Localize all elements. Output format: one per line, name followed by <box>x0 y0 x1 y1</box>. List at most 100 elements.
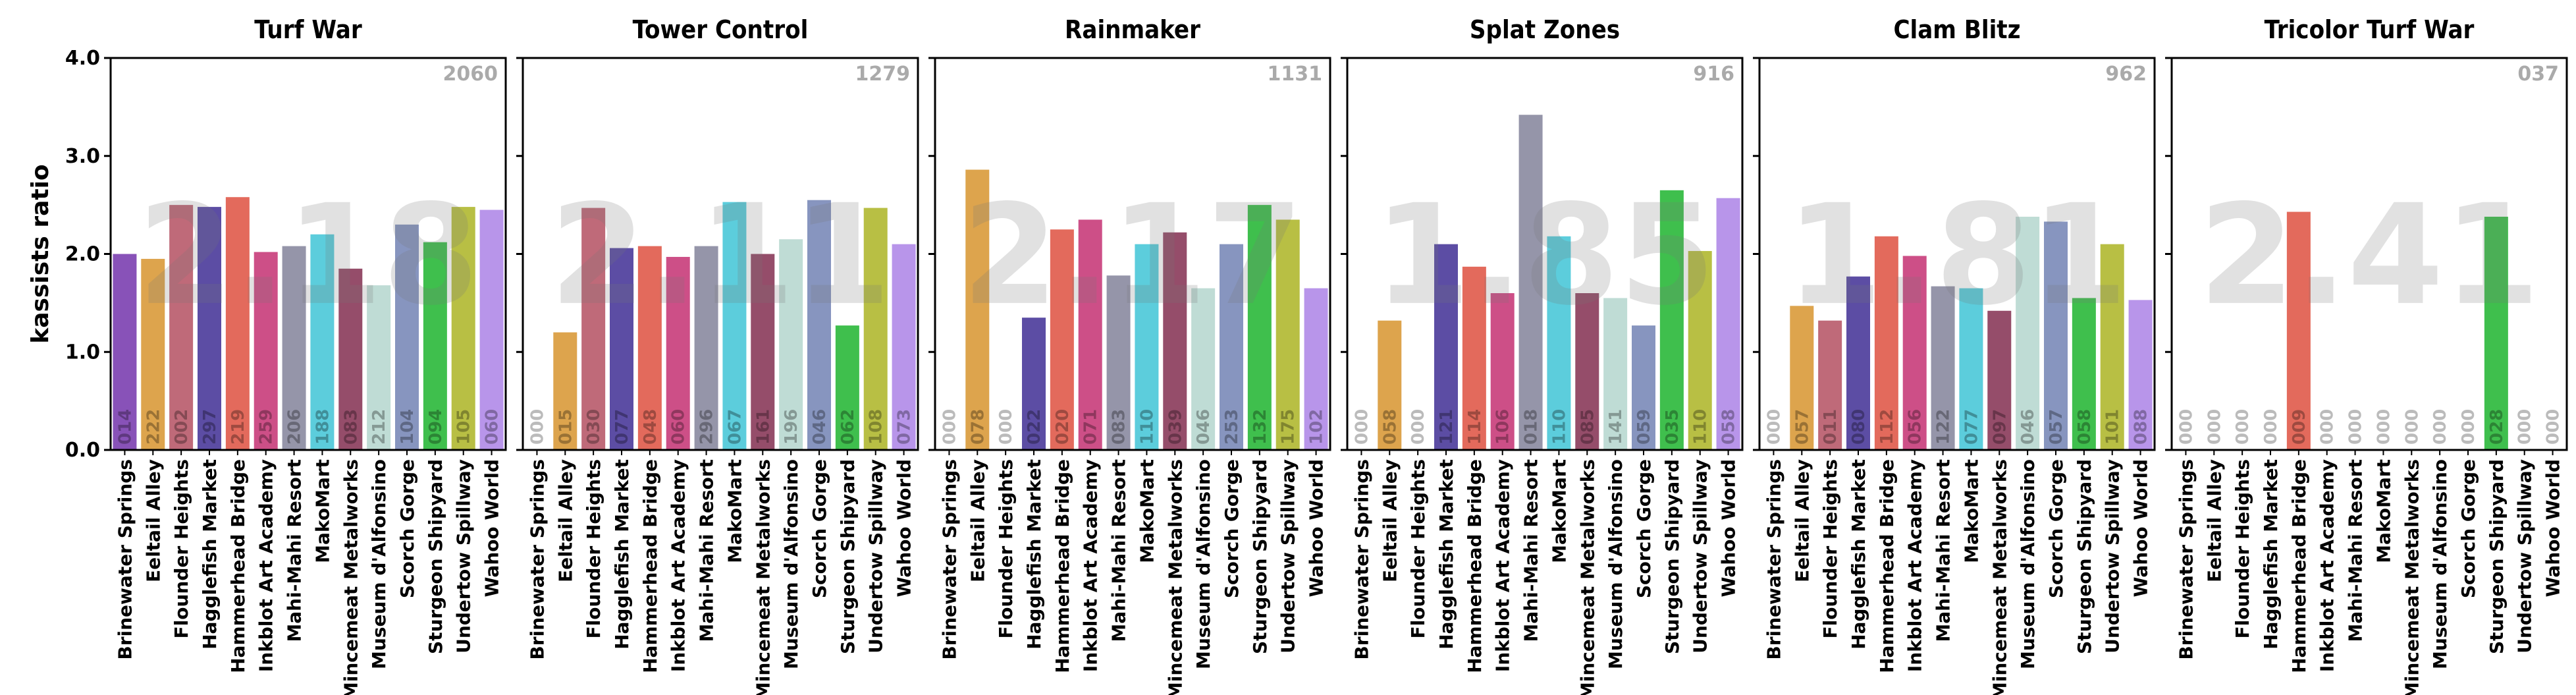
bar <box>1191 288 1216 450</box>
y-tick-label: 3.0 <box>65 145 100 168</box>
y-axis-label: kassists ratio <box>27 164 54 343</box>
x-tick-label: Eeltail Alley <box>1791 459 1813 582</box>
count-label: 058 <box>1719 409 1739 445</box>
x-tick-label: Wahoo World <box>2542 459 2564 598</box>
count-label: 122 <box>1934 409 1954 445</box>
x-tick-label: Mincemeat Metalworks <box>2401 459 2423 695</box>
x-tick-label: Hagglefish Market <box>2260 459 2282 650</box>
bar <box>1818 320 1842 450</box>
count-label: 000 <box>527 409 547 445</box>
y-tick-label: 1.0 <box>65 341 100 364</box>
panel-title: Splat Zones <box>1470 15 1620 44</box>
count-label: 073 <box>895 409 915 445</box>
x-tick-label: Hagglefish Market <box>611 459 633 650</box>
count-label: 071 <box>1081 409 1101 445</box>
count-label: 067 <box>725 409 745 445</box>
plot-frame <box>109 57 507 451</box>
count-label: 000 <box>940 409 959 445</box>
count-label: 000 <box>2346 409 2366 445</box>
overall-ratio: 2.11 <box>550 175 891 336</box>
x-tick-label: Brinewater Springs <box>1351 459 1372 660</box>
bar <box>2484 216 2508 450</box>
count-label: 000 <box>2261 409 2281 445</box>
x-tick-label: MakoMart <box>724 459 745 563</box>
bar <box>1462 266 1486 450</box>
count-label: 188 <box>313 409 333 445</box>
overall-ratio: 2.17 <box>962 175 1303 336</box>
x-tick-label: Mincemeat Metalworks <box>1576 459 1598 695</box>
bar <box>423 242 447 450</box>
bar <box>1790 306 1814 450</box>
count-label: 110 <box>1137 409 1157 445</box>
x-tick-label: Brinewater Springs <box>1763 459 1784 660</box>
x-tick-label: Undertow Spillway <box>453 459 475 653</box>
count-label: 114 <box>1465 409 1485 445</box>
count-label: 259 <box>257 409 277 445</box>
count-label: 009 <box>2290 409 2309 445</box>
count-label: 000 <box>1409 409 1428 445</box>
x-tick-label: Flounder Heights <box>1407 459 1429 638</box>
x-tick-label: Hammerhead Bridge <box>1876 459 1898 673</box>
bar <box>395 224 419 450</box>
count-label: 000 <box>2176 409 2196 445</box>
bar <box>2016 216 2040 450</box>
panel-title: Tower Control <box>633 15 809 44</box>
count-label: 141 <box>1606 409 1626 445</box>
x-tick-label: Wahoo World <box>481 459 503 598</box>
count-label: 046 <box>1194 409 1214 445</box>
count-label: 219 <box>228 409 248 445</box>
x-tick-label: Mincemeat Metalworks <box>752 459 774 695</box>
overall-ratio: 1.81 <box>1786 175 2128 336</box>
overall-ratio: 2.18 <box>138 175 479 336</box>
panel-title: Tricolor Turf War <box>2265 15 2475 44</box>
count-label: 253 <box>1222 409 1242 445</box>
x-tick-label: Undertow Spillway <box>2102 459 2124 653</box>
count-label: 106 <box>1493 409 1513 445</box>
x-tick-label: Wahoo World <box>1306 459 1328 598</box>
x-tick-label: Brinewater Springs <box>526 459 548 660</box>
bar <box>1163 232 1187 450</box>
total-count: 916 <box>1693 63 1734 86</box>
total-count: 1131 <box>1268 63 1323 86</box>
x-tick-label: Mahi-Mahi Resort <box>1933 459 1954 642</box>
bar <box>1275 219 1300 450</box>
x-tick-label: Inkblot Art Academy <box>255 459 277 672</box>
x-tick-label: Wahoo World <box>2130 459 2152 598</box>
x-tick-label: Wahoo World <box>894 459 915 598</box>
bar <box>479 209 504 450</box>
x-tick-label: MakoMart <box>311 459 333 563</box>
bar <box>610 248 633 450</box>
x-tick-label: MakoMart <box>1960 459 1982 563</box>
bar <box>367 285 391 450</box>
x-tick-label: Sturgeon Shipyard <box>1249 459 1271 654</box>
count-label: 015 <box>556 409 576 445</box>
bar <box>1846 276 1870 450</box>
count-label: 018 <box>1522 409 1542 445</box>
count-label: 088 <box>2132 409 2151 445</box>
x-tick-label: Hagglefish Market <box>199 459 221 650</box>
x-tick-label: Flounder Heights <box>171 459 192 638</box>
x-tick-label: Museum d'Alfonsino <box>1605 459 1626 669</box>
count-label: 097 <box>1990 409 2010 445</box>
bar <box>807 200 831 450</box>
x-tick-label: Mahi-Mahi Resort <box>284 459 306 642</box>
x-tick-label: Flounder Heights <box>1819 459 1841 638</box>
x-tick-label: Flounder Heights <box>583 459 604 638</box>
x-tick-label: Eeltail Alley <box>967 459 988 582</box>
count-label: 078 <box>968 409 988 445</box>
x-tick-label: Museum d'Alfonsino <box>780 459 802 669</box>
x-tick-label: Mahi-Mahi Resort <box>696 459 718 642</box>
x-tick-label: Sturgeon Shipyard <box>837 459 859 654</box>
x-tick-label: Mahi-Mahi Resort <box>1520 459 1542 642</box>
count-label: 062 <box>838 409 858 445</box>
x-tick-label: Wahoo World <box>1718 459 1740 598</box>
count-label: 020 <box>1053 409 1073 445</box>
count-label: 022 <box>1025 409 1044 445</box>
bar <box>553 332 577 450</box>
x-tick-label: Scorch Gorge <box>396 459 418 598</box>
overall-ratio: 2.41 <box>2199 175 2540 336</box>
count-label: 000 <box>2233 409 2253 445</box>
plot-frame <box>1346 57 1744 451</box>
bar <box>965 169 990 450</box>
